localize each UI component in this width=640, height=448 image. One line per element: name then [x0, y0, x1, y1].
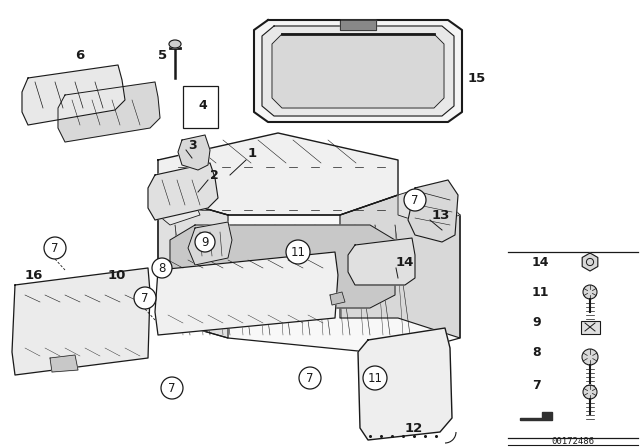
- Polygon shape: [348, 238, 415, 285]
- Circle shape: [299, 367, 321, 389]
- Text: 8: 8: [158, 262, 166, 275]
- Text: 7: 7: [412, 194, 419, 207]
- Polygon shape: [330, 292, 345, 305]
- Text: 16: 16: [25, 268, 44, 281]
- Polygon shape: [254, 20, 462, 122]
- Polygon shape: [158, 133, 398, 215]
- Circle shape: [582, 349, 598, 365]
- Circle shape: [195, 232, 215, 252]
- Polygon shape: [340, 20, 376, 30]
- Circle shape: [44, 237, 66, 259]
- Circle shape: [134, 287, 156, 309]
- Polygon shape: [158, 185, 200, 225]
- Text: 11: 11: [532, 285, 550, 298]
- FancyBboxPatch shape: [580, 320, 600, 333]
- Polygon shape: [582, 253, 598, 271]
- Circle shape: [583, 385, 597, 399]
- Polygon shape: [520, 412, 552, 420]
- Polygon shape: [58, 82, 160, 142]
- Text: 8: 8: [532, 345, 541, 358]
- Text: 7: 7: [141, 292, 148, 305]
- Polygon shape: [170, 225, 395, 308]
- Text: 00172486: 00172486: [552, 436, 595, 445]
- Text: 7: 7: [168, 382, 176, 395]
- Polygon shape: [408, 180, 458, 242]
- Text: 13: 13: [432, 208, 451, 221]
- Polygon shape: [155, 252, 338, 335]
- Text: 5: 5: [158, 48, 167, 61]
- Ellipse shape: [169, 40, 181, 48]
- Text: 3: 3: [188, 138, 196, 151]
- Circle shape: [404, 189, 426, 211]
- Text: 7: 7: [51, 241, 59, 254]
- Circle shape: [583, 285, 597, 299]
- Polygon shape: [340, 195, 460, 338]
- Text: 2: 2: [210, 168, 219, 181]
- Polygon shape: [158, 195, 460, 355]
- Polygon shape: [178, 135, 210, 170]
- Text: 14: 14: [396, 255, 414, 268]
- Text: 11: 11: [291, 246, 305, 258]
- Text: 11: 11: [367, 371, 383, 384]
- Text: 9: 9: [201, 236, 209, 249]
- Text: 14: 14: [532, 255, 550, 268]
- Circle shape: [161, 377, 183, 399]
- Circle shape: [363, 366, 387, 390]
- Polygon shape: [262, 26, 454, 116]
- Polygon shape: [22, 65, 125, 125]
- Text: 7: 7: [307, 371, 314, 384]
- Polygon shape: [12, 268, 150, 375]
- Text: 1: 1: [248, 146, 257, 159]
- Text: 6: 6: [75, 48, 84, 61]
- Polygon shape: [148, 163, 218, 220]
- Polygon shape: [50, 355, 78, 372]
- Polygon shape: [398, 185, 460, 225]
- Text: 4: 4: [198, 99, 207, 112]
- Polygon shape: [188, 222, 232, 265]
- Text: 15: 15: [468, 72, 486, 85]
- Polygon shape: [358, 328, 452, 440]
- Polygon shape: [272, 34, 444, 108]
- Text: 12: 12: [405, 422, 423, 435]
- Text: 10: 10: [108, 268, 126, 281]
- Polygon shape: [158, 195, 228, 338]
- Circle shape: [152, 258, 172, 278]
- Text: 9: 9: [532, 315, 541, 328]
- Circle shape: [286, 240, 310, 264]
- Text: 7: 7: [532, 379, 541, 392]
